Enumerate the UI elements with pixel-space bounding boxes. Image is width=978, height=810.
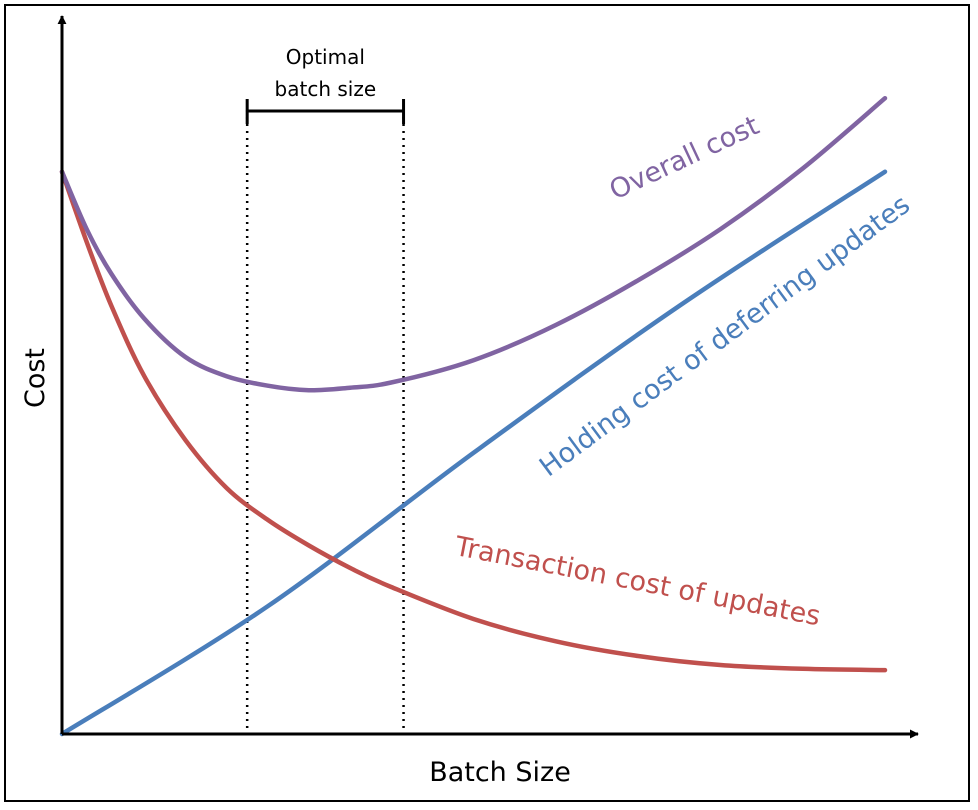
series-overall-cost-line [59, 95, 888, 393]
y-axis-label: Cost [20, 348, 51, 408]
label-overall-cost: Overall cost [605, 110, 764, 206]
label-holding-cost: Holding cost of deferring updates [534, 189, 916, 483]
label-transaction-cost: Transaction cost of updates [451, 531, 823, 632]
series-holding-cost-line [59, 169, 888, 737]
optimal-label-line2: batch size [275, 77, 377, 101]
optimal-label-line1: Optimal [286, 45, 365, 69]
x-axis-label: Batch Size [429, 757, 571, 788]
series-transaction-cost-line [59, 169, 888, 673]
